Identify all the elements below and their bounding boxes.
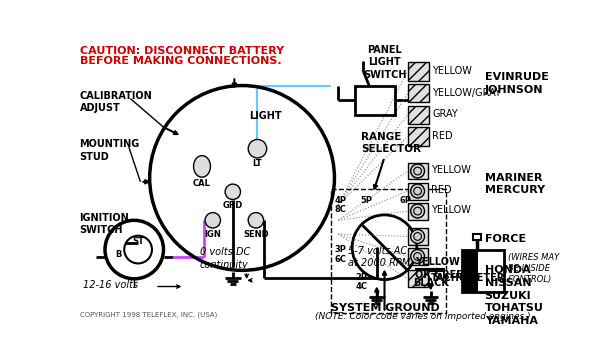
Bar [407, 84, 429, 103]
Circle shape [410, 164, 425, 178]
Text: (NOTE: Color code varies on imported engines.): (NOTE: Color code varies on imported eng… [315, 312, 531, 321]
Bar [407, 203, 428, 220]
Text: FORCE: FORCE [485, 234, 526, 244]
Bar [407, 62, 429, 81]
Text: 4P
8C: 4P 8C [334, 195, 346, 214]
Circle shape [248, 213, 263, 228]
Text: TACHOMETER: TACHOMETER [431, 274, 505, 283]
Text: 12-16 volts: 12-16 volts [83, 280, 138, 291]
Text: CALIBRATION
ADJUST: CALIBRATION ADJUST [80, 91, 152, 113]
Text: MOUNTING
STUD: MOUNTING STUD [80, 139, 140, 162]
Text: BEFORE MAKING CONNECTIONS.: BEFORE MAKING CONNECTIONS. [80, 55, 281, 66]
Text: EVINRUDE
JOHNSON: EVINRUDE JOHNSON [485, 72, 548, 95]
Text: SYSTEM GROUND: SYSTEM GROUND [331, 303, 439, 313]
Text: 0 volts DC
continuity: 0 volts DC continuity [200, 247, 250, 270]
Bar [461, 249, 504, 292]
Bar [407, 228, 428, 245]
Text: 3P
6C: 3P 6C [334, 245, 346, 264]
Text: CAUTION: DISCONNECT BATTERY: CAUTION: DISCONNECT BATTERY [80, 45, 284, 55]
Circle shape [410, 184, 425, 198]
Text: YELLOW: YELLOW [432, 66, 472, 76]
Bar [473, 234, 481, 240]
Text: 5-7 volts AC
at 2000 RPM: 5-7 volts AC at 2000 RPM [347, 246, 410, 268]
Ellipse shape [194, 156, 211, 177]
Bar [407, 105, 429, 124]
Text: IGN: IGN [205, 230, 221, 239]
Circle shape [205, 213, 220, 228]
Bar [407, 270, 428, 287]
Text: LIGHT: LIGHT [249, 111, 281, 121]
Text: (WIRES MAY
BE INSIDE
CONTROL): (WIRES MAY BE INSIDE CONTROL) [508, 253, 559, 284]
Text: YELLOW: YELLOW [431, 165, 470, 175]
Text: PANEL
LIGHT
SWITCH: PANEL LIGHT SWITCH [363, 45, 406, 80]
Bar [407, 183, 428, 199]
Text: MARINER
MERCURY: MARINER MERCURY [485, 172, 545, 195]
Bar [331, 189, 446, 313]
Bar [407, 163, 428, 180]
Text: GRAY: GRAY [432, 109, 458, 120]
Text: HONDA
NISSAN
SUZUKI
TOHATSU
YAMAHA: HONDA NISSAN SUZUKI TOHATSU YAMAHA [485, 265, 544, 326]
Text: BLACK: BLACK [413, 278, 449, 288]
Text: LT: LT [253, 159, 262, 168]
Text: 6P: 6P [400, 195, 412, 204]
Text: RED: RED [432, 131, 453, 141]
Circle shape [225, 184, 241, 199]
Circle shape [410, 249, 425, 264]
Text: 2P
4C: 2P 4C [355, 273, 367, 291]
Bar [355, 86, 395, 115]
Text: CAL: CAL [193, 179, 211, 188]
Text: RANGE
SELECTOR: RANGE SELECTOR [361, 132, 421, 154]
Text: SEND: SEND [243, 230, 269, 239]
Bar [407, 127, 429, 145]
Bar [407, 248, 428, 265]
Text: 5P: 5P [360, 195, 372, 204]
Text: ST: ST [132, 237, 144, 246]
Circle shape [410, 230, 425, 243]
Text: YELLOW: YELLOW [431, 205, 470, 215]
Text: B: B [116, 250, 122, 259]
Text: COPYRIGHT 1998 TELEFLEX, INC. (USA): COPYRIGHT 1998 TELEFLEX, INC. (USA) [80, 311, 217, 318]
Text: YELLOW
OR GREEN: YELLOW OR GREEN [415, 257, 472, 280]
Text: RED: RED [431, 185, 451, 195]
Text: IGNITION
SWITCH: IGNITION SWITCH [80, 213, 130, 235]
Text: GRD: GRD [223, 201, 243, 210]
Bar [461, 249, 478, 292]
Circle shape [248, 139, 266, 158]
Text: YELLOW/GRAY: YELLOW/GRAY [432, 88, 501, 98]
Circle shape [410, 204, 425, 218]
